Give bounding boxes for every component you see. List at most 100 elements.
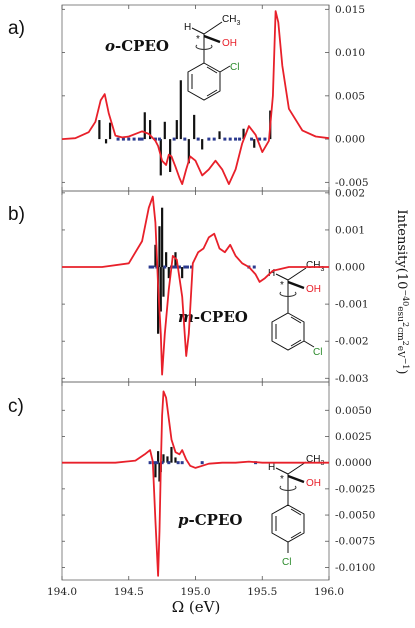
panel-a-atom-oh: OH (222, 38, 237, 49)
panel-a-molecule-structure (187, 21, 231, 101)
panel-b-spectrum-curve (62, 195, 329, 376)
y-axis-label-sup3: 2 (401, 341, 410, 346)
panel-b-molecule-name: m-CPEO (178, 308, 248, 326)
y-axis-label: Intensity(10−40esu2cm2eV−1) (394, 210, 410, 375)
panel-a-dot (234, 137, 238, 141)
panel-b-y-tick-label: 0.002 (335, 187, 365, 199)
panel-a-atom-ch3-c: CH (222, 14, 236, 25)
y-axis-label-unit3: eV (395, 346, 405, 358)
panel-a-dot (258, 137, 262, 141)
panel-c-dot (176, 461, 180, 465)
panel-b-dot (252, 265, 256, 269)
panel-b-dot (175, 265, 179, 269)
panel-c-y-tick-label: 0.0000 (335, 457, 372, 469)
panel-c-y-tick-label: 0.0025 (335, 431, 372, 443)
panel-c-atom-h: H (268, 462, 275, 473)
panel-b-dot (189, 265, 193, 269)
panel-b-dot (148, 265, 152, 269)
panel-a-y-tick-label: 0.000 (335, 134, 365, 146)
panel-a-dot (223, 137, 227, 141)
panel-a-y-tick-label: 0.015 (335, 4, 365, 16)
x-tick-label: 194.0 (47, 586, 77, 598)
panel-b-atom-ch3: CH3 (306, 260, 324, 273)
x-tick-label: 195.0 (180, 586, 210, 598)
panel-a-label: a) (8, 18, 25, 39)
panel-c-y-tick-label: -0.0100 (335, 562, 375, 574)
panel-c-dot (167, 461, 171, 465)
panel-a-dot (132, 137, 136, 141)
panel-a-dot (157, 137, 161, 141)
plot-layer: 0.015 0.010 0.005 0.000 -0.0050.002 0.001 0.00… (47, 4, 375, 598)
panel-c-dot (200, 461, 204, 465)
panel-a-y-tick-label: -0.005 (335, 177, 369, 189)
panel-c-y-tick-label: -0.0075 (335, 536, 375, 548)
panel-b-y-tick-label: 0.001 (335, 224, 365, 236)
panel-c-atom-cl: Cl (282, 557, 291, 568)
panel-a-y-tick-label: 0.010 (335, 47, 365, 59)
x-tick-label: 196.0 (314, 586, 344, 598)
y-axis-label-sup2: 2 (401, 322, 410, 327)
panel-a-dot (116, 137, 120, 141)
panel-b-y-tick-label: 0.000 (335, 262, 365, 274)
panel-a-dot (250, 137, 254, 141)
y-axis-label-sup4: −1 (401, 358, 410, 370)
panel-c-frame (61, 381, 330, 581)
panel-a-dot (127, 137, 131, 141)
x-axis-label: Ω (eV) (172, 598, 221, 616)
y-axis-label-unit2: cm (395, 327, 405, 341)
panel-c-molecule-name: p-CPEO (178, 511, 242, 529)
panel-b-dot (151, 265, 155, 269)
panel-a-molecule-prefix: o (105, 37, 115, 55)
panel-c-dot (152, 461, 156, 465)
y-axis-label-close: ) (394, 369, 409, 374)
panel-c-y-tick-label: 0.0050 (335, 405, 372, 417)
panel-c-dot (160, 461, 164, 465)
panel-a-atom-cl: Cl (230, 62, 239, 73)
panel-b-y-tick-label: -0.002 (335, 336, 369, 348)
panel-a-molecule-suffix: -CPEO (115, 37, 169, 55)
panel-c-label: c) (8, 396, 24, 417)
y-axis-label-unit: esu (395, 306, 405, 322)
panel-c-molecule-suffix: -CPEO (189, 511, 243, 529)
panel-a-dot (153, 137, 157, 141)
x-tick-label: 194.5 (114, 586, 144, 598)
panel-c-chiral-star: * (280, 474, 284, 485)
panel-a-dot (121, 137, 125, 141)
panel-a-dot (238, 137, 242, 141)
panel-b-frame (61, 190, 330, 383)
panel-c-dot (155, 461, 159, 465)
panel-a-y-tick-label: 0.005 (335, 90, 365, 102)
panel-b-atom-cl: Cl (313, 347, 322, 358)
panel-b-dot (185, 265, 189, 269)
y-axis-label-main: Intensity(10 (394, 210, 409, 290)
panel-b-atom-ch3-c: CH (306, 260, 320, 271)
panel-c-dot (180, 461, 184, 465)
panel-c-atom-ch3-c: CH (306, 454, 320, 465)
panel-c-molecule-structure (271, 461, 307, 553)
panel-a-dot (228, 137, 232, 141)
panel-b-chiral-star: * (280, 280, 284, 291)
panel-c-spectrum-curve (62, 390, 329, 577)
panel-b-dot (163, 265, 167, 269)
panel-c-dot (148, 461, 152, 465)
panel-c-atom-oh: OH (306, 478, 321, 489)
panel-a-dot (183, 137, 187, 141)
panel-b-molecule-prefix: m (178, 308, 194, 326)
panel-c-atom-ch3: CH3 (306, 454, 324, 467)
panel-b-y-tick-label: -0.001 (335, 299, 369, 311)
panel-c-molecule-prefix: p (178, 511, 189, 529)
x-tick-label: 195.5 (247, 586, 277, 598)
panel-b-dot (183, 265, 187, 269)
panel-a-dot (196, 137, 200, 141)
panel-a-dot (263, 137, 267, 141)
panel-b-atom-h: H (268, 268, 275, 279)
panel-b-y-tick-label: -0.003 (335, 373, 369, 385)
panel-a-atom-ch3-sub: 3 (236, 20, 240, 27)
panel-a-molecule-name: o-CPEO (105, 37, 169, 55)
panel-a-dot (137, 137, 141, 141)
panel-a-dot (172, 137, 176, 141)
panel-a-dot (212, 137, 216, 141)
panel-a-chiral-star: * (196, 34, 200, 45)
panel-c-y-tick-label: -0.0050 (335, 510, 375, 522)
